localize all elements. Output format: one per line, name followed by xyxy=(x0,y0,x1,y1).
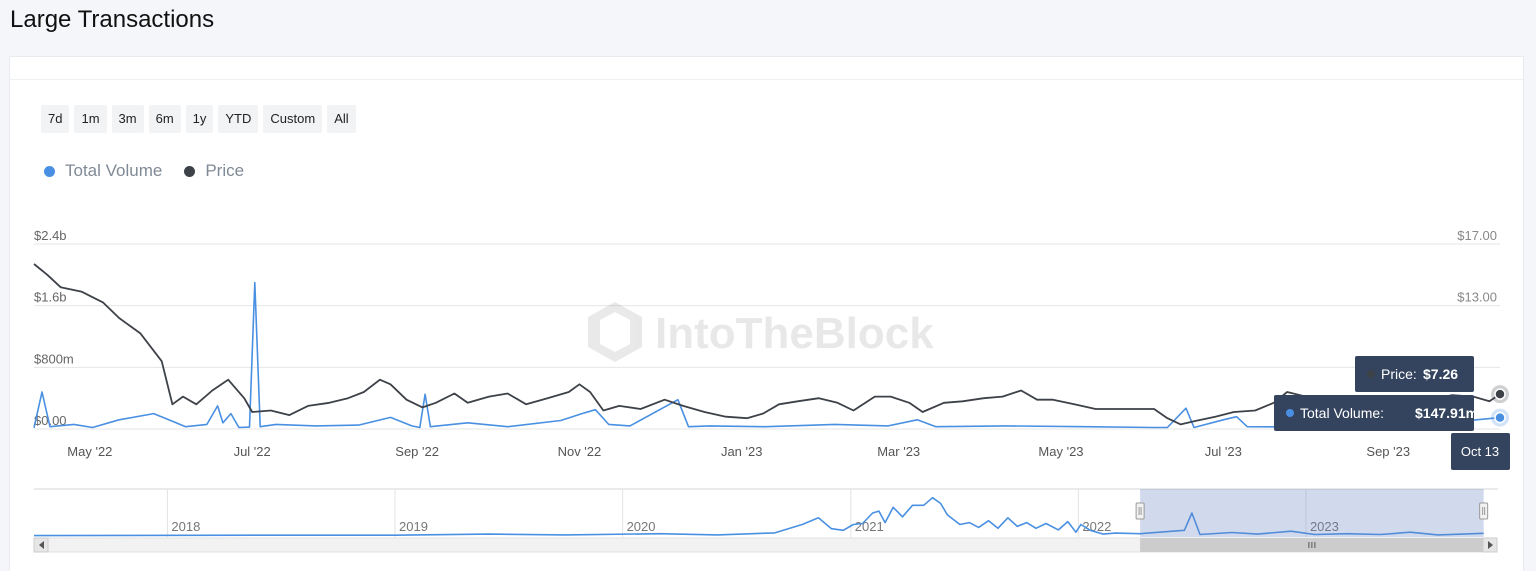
chart-legend: Total Volume Price xyxy=(44,161,244,181)
tooltip-price-label: Price: xyxy=(1381,366,1417,382)
watermark-text: IntoTheBlock xyxy=(655,309,934,358)
tooltip-price-dot xyxy=(1367,370,1375,378)
x-tick-label: May '23 xyxy=(1038,444,1083,459)
hover-marker-price xyxy=(1494,388,1506,400)
x-tick-label: Mar '23 xyxy=(877,444,920,459)
range-button-custom[interactable]: Custom xyxy=(263,105,323,133)
navigator-year-label: 2023 xyxy=(1310,519,1339,534)
legend-item-price[interactable]: Price xyxy=(184,161,244,181)
legend-item-total-volume[interactable]: Total Volume xyxy=(44,161,162,181)
x-tick-label: Sep '22 xyxy=(395,444,439,459)
x-tick-label: Sep '23 xyxy=(1366,444,1410,459)
y-tick-label-left: $800m xyxy=(34,351,74,366)
chart-card: 7d 1m 3m 6m 1y YTD Custom All Total Volu… xyxy=(9,56,1524,571)
navigator-series-line xyxy=(33,496,1484,537)
x-tick-label: Jul '22 xyxy=(234,444,271,459)
navigator-year-label: 2021 xyxy=(855,519,884,534)
x-tick-label: Jan '23 xyxy=(721,444,763,459)
legend-label: Price xyxy=(205,161,245,180)
chevron-left-icon xyxy=(39,541,44,549)
legend-label: Total Volume xyxy=(65,161,163,180)
tooltip-volume xyxy=(1274,395,1474,431)
tooltip-date xyxy=(1451,433,1510,470)
y-tick-label-right: $17.00 xyxy=(1457,228,1497,243)
y-tick-label-left: $2.4b xyxy=(34,228,67,243)
tooltip-price xyxy=(1355,356,1474,392)
navigator-handle-right[interactable] xyxy=(1479,502,1489,520)
tooltip-price-value: $7.26 xyxy=(1423,366,1458,382)
range-button-7d[interactable]: 7d xyxy=(41,105,70,133)
range-button-6m[interactable]: 6m xyxy=(148,105,181,133)
navigator-year-label: 2019 xyxy=(399,519,428,534)
watermark-logo: IntoTheBlock xyxy=(588,302,934,362)
watermark-icon xyxy=(588,302,642,362)
tooltip-volume-label: Total Volume: xyxy=(1300,405,1384,421)
y-tick-label-left: $0.00 xyxy=(34,413,67,428)
tooltip-volume-value: $147.91m xyxy=(1415,405,1478,421)
range-button-1m[interactable]: 1m xyxy=(74,105,107,133)
legend-dot-total-volume xyxy=(44,165,55,177)
x-tick-label: Jul '23 xyxy=(1205,444,1242,459)
chevron-right-icon xyxy=(1488,541,1493,549)
range-selector: 7d 1m 3m 6m 1y YTD Custom All xyxy=(41,105,356,133)
range-button-ytd[interactable]: YTD xyxy=(218,105,259,133)
navigator-year-label: 2020 xyxy=(627,519,656,534)
card-divider xyxy=(10,79,1523,80)
page-title: Large Transactions xyxy=(10,6,215,33)
range-button-all[interactable]: All xyxy=(327,105,356,133)
navigator-handle-left[interactable] xyxy=(1135,502,1145,520)
y-tick-label-left: $1.6b xyxy=(34,290,67,305)
tooltip-volume-dot xyxy=(1286,409,1294,417)
y-tick-label-right: $13.00 xyxy=(1457,290,1497,305)
x-tick-label: Nov '22 xyxy=(558,444,602,459)
hover-marker-volume xyxy=(1494,411,1506,424)
tooltip-date-label: Oct 13 xyxy=(1461,444,1499,459)
x-tick-label: May '22 xyxy=(67,444,112,459)
navigator-year-label: 2018 xyxy=(171,519,200,534)
series-line-price xyxy=(33,263,1501,426)
range-button-3m[interactable]: 3m xyxy=(111,105,144,133)
legend-dot-price xyxy=(184,165,196,177)
range-button-1y[interactable]: 1y xyxy=(185,105,214,133)
navigator-selection[interactable] xyxy=(1140,489,1484,537)
